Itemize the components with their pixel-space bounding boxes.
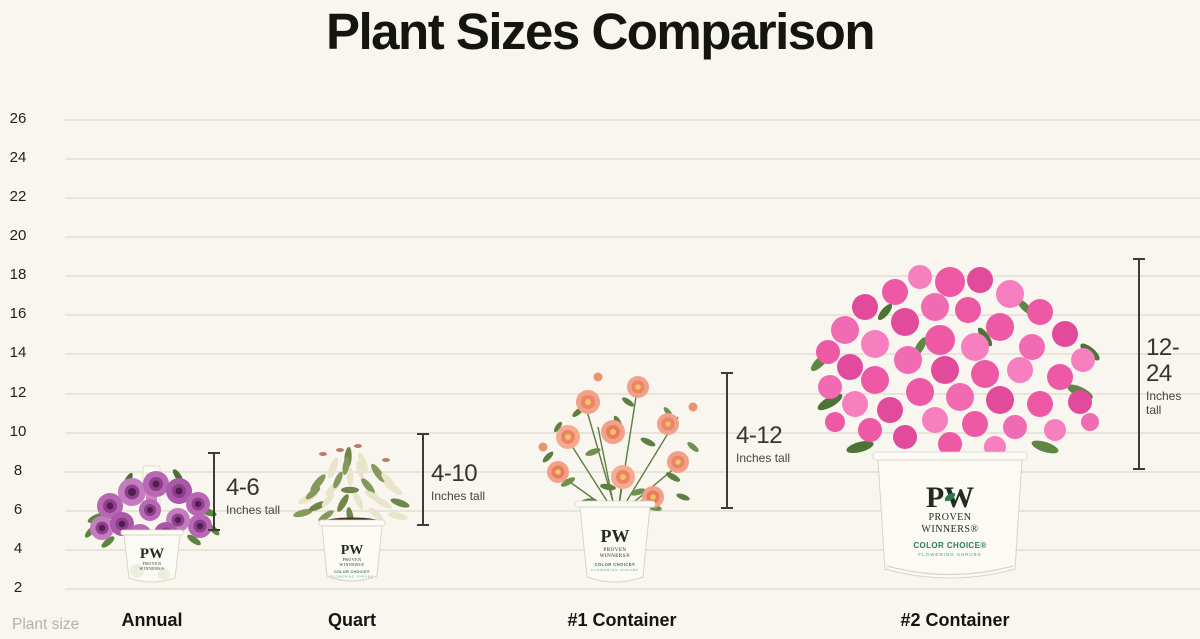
svg-text:PW: PW [341,543,364,558]
gridline [65,314,1200,317]
svg-text:PROVEN: PROVEN [928,512,971,523]
y-tick-label: 12 [9,383,27,401]
pw-leaf-icon [944,492,956,502]
quart-pot: PW PROVEN WINNERS® COLOR CHOICE® FLOWERI… [318,519,386,582]
container2-plant-image: PW PROVEN WINNERS® COLOR CHOICE® FLOWERI… [810,265,1100,579]
container2-height-bracket [1133,258,1145,470]
container1-pot: PW PROVEN WINNERS® COLOR CHOICE® FLOWERI… [574,500,656,583]
container2-height-annotation: 12-24 Inches tall [1146,334,1200,418]
y-tick-label: 22 [9,188,27,206]
quart-height-bracket [417,433,429,526]
svg-text:FLOWERING SHRUBS: FLOWERING SHRUBS [591,568,639,572]
svg-text:FLOWERING SHRUBS: FLOWERING SHRUBS [330,575,373,579]
container2-pot: PW PROVEN WINNERS® COLOR CHOICE® FLOWERI… [872,451,1028,579]
svg-text:FLOWERING SHRUBS: FLOWERING SHRUBS [918,552,981,557]
svg-text:WINNERS®: WINNERS® [600,553,631,559]
gridline [65,158,1200,161]
annual-pot: PW PROVEN WINNERS® [120,529,184,583]
container1-stems [552,383,689,513]
y-tick-label: 20 [9,227,27,245]
y-tick-label: 2 [13,578,23,596]
annual-height-bracket [208,452,220,531]
chart-title: Plant Sizes Comparison [326,3,875,60]
gridline [65,431,1200,434]
svg-text:WINNERS®: WINNERS® [921,524,978,535]
y-tick-label: 18 [9,266,27,284]
gridline [65,119,1200,121]
annual-height-units: Inches tall [226,503,281,517]
gridline [65,275,1200,278]
y-tick-label: 16 [9,305,27,323]
container1-height-range: 4-12 [736,422,783,449]
y-tick-label: 6 [13,500,23,518]
container1-plant-image: PW PROVEN WINNERS® COLOR CHOICE® FLOWERI… [538,372,699,583]
category-label-annual: Annual [121,610,183,630]
container2-height-units: Inches tall [1146,389,1182,417]
y-tick-label: 24 [9,149,27,167]
svg-text:PROVEN: PROVEN [603,548,626,553]
quart-height-annotation: 4-10 Inches tall [431,460,486,504]
y-tick-label: 4 [13,539,23,557]
y-tick-label: 14 [9,344,27,362]
svg-text:PROVEN: PROVEN [342,557,361,562]
annual-plant-image: PW PROVEN WINNERS® [84,465,220,583]
category-label-quart: Quart [327,610,377,630]
container1-roses [538,372,698,508]
svg-text:PW: PW [601,526,630,546]
container2-height-range: 12-24 [1146,334,1180,387]
container2-blooms [816,265,1099,458]
gridline [65,197,1200,200]
svg-text:COLOR CHOICE®: COLOR CHOICE® [595,562,636,567]
y-tick-label: 10 [9,422,27,440]
quart-plant-image: PW PROVEN WINNERS® COLOR CHOICE® FLOWERI… [293,444,410,582]
category-label-container2: #2 Container [900,610,1010,630]
x-axis-title: Plant size [12,616,80,633]
quart-height-range: 4-10 [431,460,478,487]
quart-height-units: Inches tall [431,489,486,503]
category-label-container1: #1 Container [567,610,677,630]
gridline [65,353,1200,356]
svg-text:PROVEN: PROVEN [142,561,161,566]
gridline [65,236,1200,239]
svg-text:COLOR CHOICE®: COLOR CHOICE® [913,541,986,550]
container1-height-units: Inches tall [736,451,791,465]
y-tick-label: 8 [13,461,23,479]
gridline [65,587,1200,590]
svg-text:WINNERS®: WINNERS® [139,566,164,571]
quart-foliage [293,444,410,525]
annual-height-annotation: 4-6 Inches tall [226,474,281,518]
container1-height-annotation: 4-12 Inches tall [736,422,791,466]
svg-text:COLOR CHOICE®: COLOR CHOICE® [334,570,370,574]
annual-height-range: 4-6 [226,474,260,501]
svg-text:PW: PW [140,546,164,562]
svg-text:WINNERS®: WINNERS® [339,562,364,567]
y-tick-label: 26 [9,110,27,127]
container1-height-bracket [721,372,733,509]
